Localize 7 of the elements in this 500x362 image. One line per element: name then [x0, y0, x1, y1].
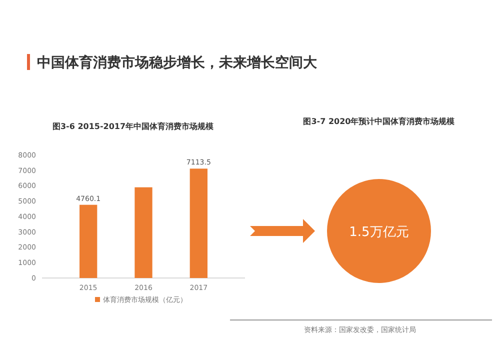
- bar: [80, 204, 98, 278]
- text: 1.5万亿元: [349, 225, 409, 240]
- chart-subtitle: 图3-6 2015-2017年中国体育消费市场规模: [52, 121, 215, 131]
- chart-title: 中国体育消费市场稳步增长，未来增长空间大: [37, 54, 318, 71]
- bar: [134, 187, 152, 278]
- text: 图3-7 2020年预计中国体育消费市场规模: [303, 116, 456, 126]
- bar: [190, 168, 208, 278]
